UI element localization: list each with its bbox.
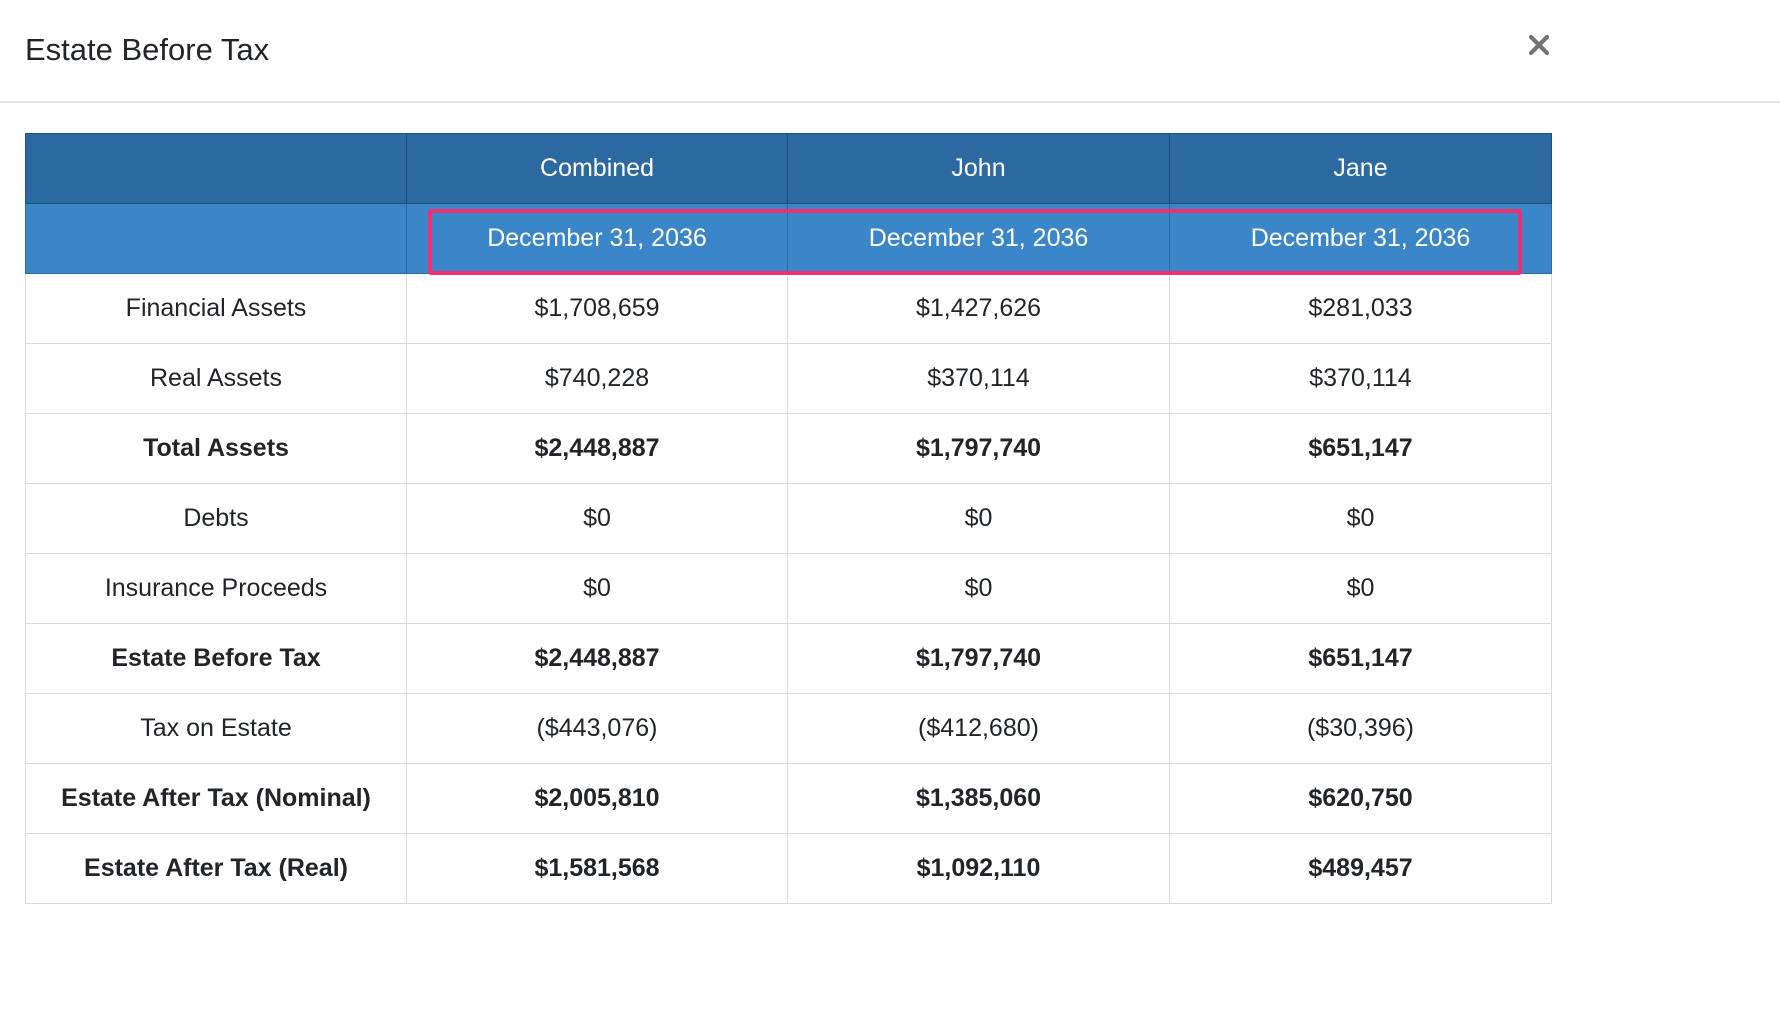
cell-combined: $2,005,810	[406, 763, 788, 834]
row-label: Estate Before Tax	[25, 623, 407, 694]
table-body: Financial Assets $1,708,659 $1,427,626 $281…	[25, 273, 1552, 904]
date-header-jane: December 31, 2036	[1169, 203, 1552, 274]
estate-table: Combined John Jane December 31, 2036 Dec…	[25, 133, 1552, 904]
close-icon	[1528, 34, 1550, 56]
cell-combined: $740,228	[406, 343, 788, 414]
cell-jane: $0	[1169, 483, 1552, 554]
row-label: Estate After Tax (Nominal)	[25, 763, 407, 834]
cell-jane: $489,457	[1169, 833, 1552, 904]
cell-jane: $281,033	[1169, 273, 1552, 344]
date-header-row: December 31, 2036 December 31, 2036 Dece…	[25, 203, 1552, 274]
table-row: Tax on Estate ($443,076) ($412,680) ($30,39…	[25, 693, 1552, 764]
cell-john: $0	[787, 553, 1170, 624]
cell-jane: $651,147	[1169, 413, 1552, 484]
table-row: Financial Assets $1,708,659 $1,427,626 $281…	[25, 273, 1552, 344]
cell-john: $1,427,626	[787, 273, 1170, 344]
row-label: Insurance Proceeds	[25, 553, 407, 624]
cell-jane: $370,114	[1169, 343, 1552, 414]
table-row: Insurance Proceeds $0 $0 $0	[25, 553, 1552, 624]
cell-john: $1,797,740	[787, 623, 1170, 694]
column-header-combined: Combined	[406, 133, 788, 204]
date-header-label	[25, 203, 407, 274]
cell-john: $1,092,110	[787, 833, 1170, 904]
cell-combined: $2,448,887	[406, 623, 788, 694]
table-row: Debts $0 $0 $0	[25, 483, 1552, 554]
cell-jane: ($30,396)	[1169, 693, 1552, 764]
estate-table-container: Combined John Jane December 31, 2036 Dec…	[25, 133, 1552, 904]
row-label: Estate After Tax (Real)	[25, 833, 407, 904]
row-label: Real Assets	[25, 343, 407, 414]
cell-john: $0	[787, 483, 1170, 554]
cell-jane: $651,147	[1169, 623, 1552, 694]
table-row: Real Assets $740,228 $370,114 $370,114	[25, 343, 1552, 414]
cell-combined: $0	[406, 553, 788, 624]
cell-combined: ($443,076)	[406, 693, 788, 764]
date-header-combined: December 31, 2036	[406, 203, 788, 274]
cell-combined: $1,708,659	[406, 273, 788, 344]
row-label: Debts	[25, 483, 407, 554]
close-button[interactable]	[1522, 28, 1556, 62]
column-header-john: John	[787, 133, 1170, 204]
cell-jane: $620,750	[1169, 763, 1552, 834]
cell-combined: $2,448,887	[406, 413, 788, 484]
cell-john: $1,797,740	[787, 413, 1170, 484]
cell-combined: $0	[406, 483, 788, 554]
column-header-row: Combined John Jane	[25, 133, 1552, 204]
cell-john: $1,385,060	[787, 763, 1170, 834]
table-row: Estate After Tax (Nominal) $2,005,810 $1,3…	[25, 763, 1552, 834]
row-label: Financial Assets	[25, 273, 407, 344]
date-header-john: December 31, 2036	[787, 203, 1170, 274]
cell-combined: $1,581,568	[406, 833, 788, 904]
cell-john: ($412,680)	[787, 693, 1170, 764]
column-header-jane: Jane	[1169, 133, 1552, 204]
modal-title: Estate Before Tax	[25, 32, 270, 67]
table-row: Total Assets $2,448,887 $1,797,740 $651,147	[25, 413, 1552, 484]
column-header-label	[25, 133, 407, 204]
cell-jane: $0	[1169, 553, 1552, 624]
table-header: Combined John Jane December 31, 2036 Dec…	[25, 133, 1552, 274]
table-row: Estate Before Tax $2,448,887 $1,797,740 $65…	[25, 623, 1552, 694]
modal-header: Estate Before Tax	[0, 0, 1780, 103]
cell-john: $370,114	[787, 343, 1170, 414]
row-label: Total Assets	[25, 413, 407, 484]
row-label: Tax on Estate	[25, 693, 407, 764]
table-row: Estate After Tax (Real) $1,581,568 $1,092,…	[25, 833, 1552, 904]
